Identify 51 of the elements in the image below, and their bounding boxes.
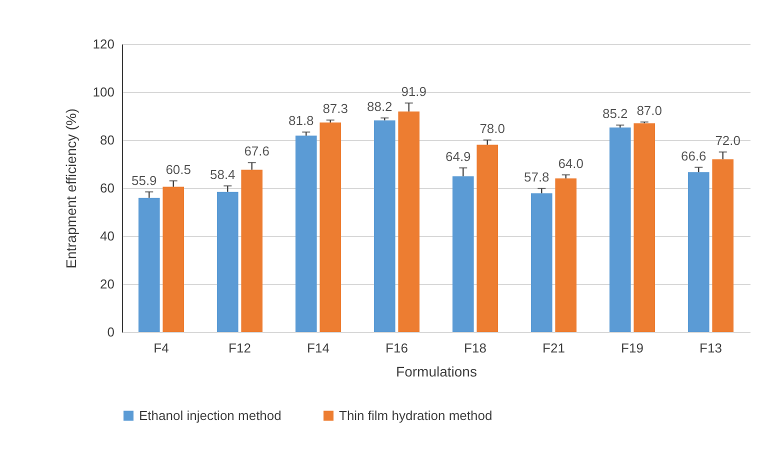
bar xyxy=(241,170,263,332)
data-label: 72.0 xyxy=(715,133,741,148)
bar xyxy=(138,198,160,332)
bar xyxy=(320,122,342,332)
data-label: 64.0 xyxy=(558,156,584,171)
data-label: 88.2 xyxy=(366,98,392,114)
bar xyxy=(609,128,631,332)
bar xyxy=(374,120,396,332)
x-tick-label: F18 xyxy=(464,340,486,356)
data-label: 64.9 xyxy=(445,148,471,164)
x-tick-label: F14 xyxy=(307,340,330,356)
y-axis-title: Entrapment efficiency (%) xyxy=(62,108,79,269)
x-tick-label: F21 xyxy=(542,340,565,356)
y-tick-label: 100 xyxy=(92,84,114,100)
data-label: 87.0 xyxy=(636,103,662,118)
data-label: 66.6 xyxy=(680,148,706,164)
data-label: 87.3 xyxy=(322,101,348,116)
data-label: 57.8 xyxy=(524,169,550,184)
bar xyxy=(476,144,498,332)
data-label: 78.0 xyxy=(480,121,506,136)
y-tick-label: 60 xyxy=(100,180,114,196)
data-label: 60.5 xyxy=(166,162,192,177)
bar xyxy=(162,186,184,332)
x-axis-title: Formulations xyxy=(396,364,477,380)
bar xyxy=(295,136,317,332)
y-tick-label: 40 xyxy=(100,228,114,244)
x-tick-label: F19 xyxy=(621,340,644,356)
bar xyxy=(216,192,238,332)
bar xyxy=(530,193,552,332)
legend-label: Thin film hydration method xyxy=(339,408,492,423)
data-label: 55.9 xyxy=(131,172,157,188)
bar xyxy=(688,172,710,332)
y-tick-label: 120 xyxy=(92,36,114,52)
x-tick-label: F4 xyxy=(154,340,169,356)
x-tick-label: F13 xyxy=(700,340,722,356)
legend-label: Ethanol injection method xyxy=(139,408,282,423)
data-label: 91.9 xyxy=(401,84,427,100)
bar xyxy=(712,159,734,332)
bar xyxy=(452,176,474,332)
data-label: 81.8 xyxy=(288,113,314,128)
bar xyxy=(398,111,420,332)
bar xyxy=(634,123,656,332)
y-tick-label: 80 xyxy=(100,132,114,148)
y-tick-label: 20 xyxy=(100,276,114,292)
x-tick-label: F12 xyxy=(228,340,251,356)
x-tick-label: F16 xyxy=(386,340,408,356)
bar xyxy=(555,178,577,332)
y-tick-label: 0 xyxy=(107,324,114,340)
data-label: 85.2 xyxy=(602,106,628,122)
data-label: 58.4 xyxy=(210,166,236,182)
data-label: 67.6 xyxy=(244,144,270,159)
